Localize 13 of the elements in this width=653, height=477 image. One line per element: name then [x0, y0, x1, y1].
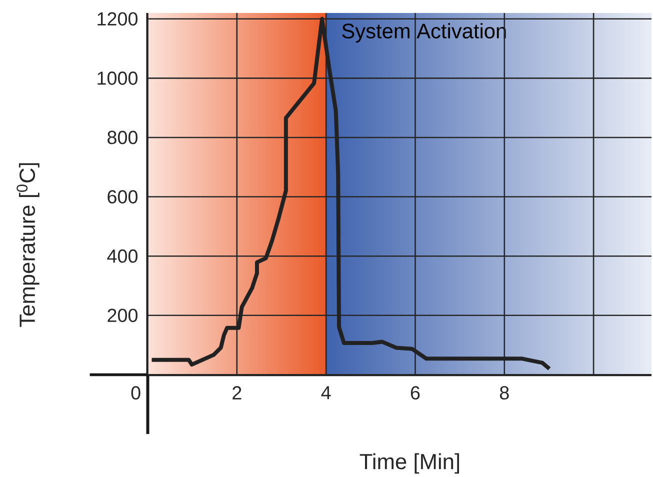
y-tick-label: 600: [108, 190, 138, 204]
y-tick-label: 800: [108, 130, 138, 144]
y-tick-label: 1000: [98, 72, 138, 85]
x-tick-label: 4: [321, 386, 331, 400]
y-tick-label: 1200: [98, 12, 138, 26]
x-tick-label: 6: [410, 386, 420, 400]
x-tick-label: 2: [232, 386, 242, 400]
y-tick-label: 200: [108, 308, 138, 322]
y-tick-label: 400: [107, 249, 138, 263]
y-axis-title: Temperature [$^{0}$C]: [16, 163, 40, 327]
x-tick-label: 0: [131, 386, 140, 400]
x-tick-label: 8: [500, 386, 509, 400]
x-axis-title: Time [Min]: [360, 453, 460, 474]
